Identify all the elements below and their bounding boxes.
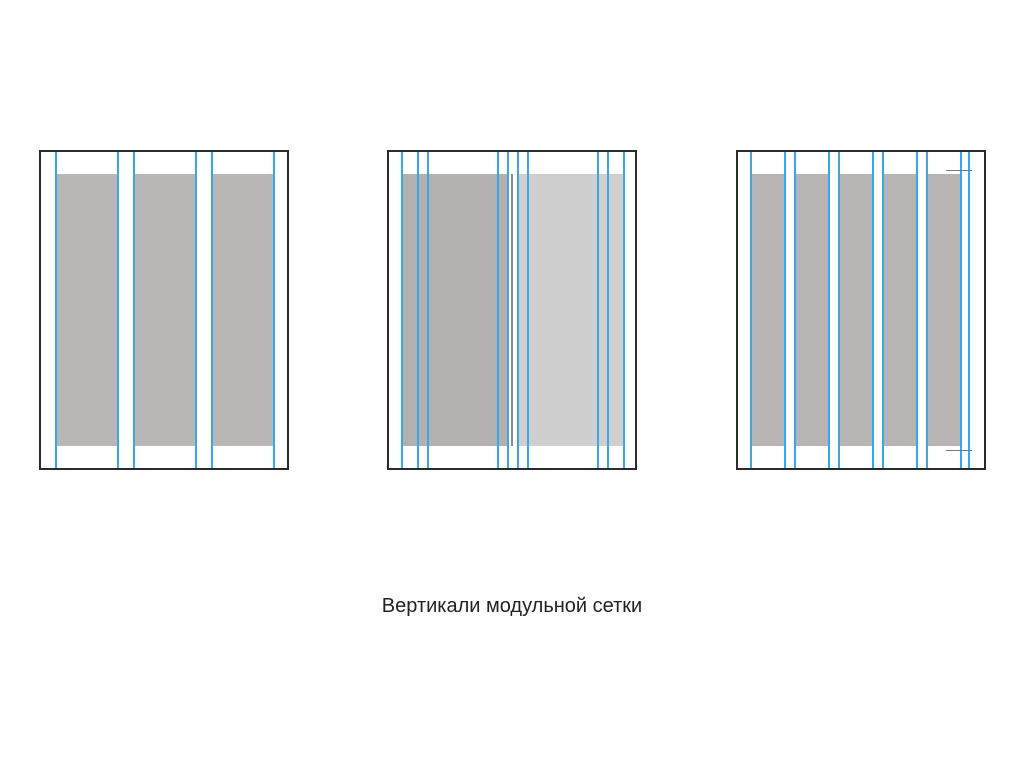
spine-line [511, 174, 513, 446]
vertical-guide [872, 150, 874, 470]
vertical-guide [623, 150, 625, 470]
panels-row [0, 150, 1024, 470]
grid-column [926, 174, 960, 446]
vertical-guide [926, 150, 928, 470]
vertical-guide [828, 150, 830, 470]
grid-column [55, 174, 117, 446]
vertical-guide [968, 150, 970, 470]
vertical-guide [750, 150, 752, 470]
diagram-canvas: Вертикали модульной сетки [0, 0, 1024, 767]
vertical-guide [195, 150, 197, 470]
vertical-guide [838, 150, 840, 470]
vertical-guide [427, 150, 429, 470]
vertical-guide [401, 150, 403, 470]
tick-mark [946, 450, 972, 451]
grid-column [133, 174, 195, 446]
vertical-guide [55, 150, 57, 470]
grid-column [794, 174, 828, 446]
vertical-guide [794, 150, 796, 470]
vertical-guide [211, 150, 213, 470]
vertical-guide [507, 150, 509, 470]
vertical-guide [497, 150, 499, 470]
panel-3col [39, 150, 289, 470]
vertical-guide [517, 150, 519, 470]
vertical-guide [133, 150, 135, 470]
grid-column [882, 174, 916, 446]
vertical-guide [417, 150, 419, 470]
caption-text: Вертикали модульной сетки [0, 595, 1024, 618]
grid-column [750, 174, 784, 446]
grid-column [838, 174, 872, 446]
vertical-guide [273, 150, 275, 470]
vertical-guide [607, 150, 609, 470]
vertical-guide [527, 150, 529, 470]
vertical-guide [882, 150, 884, 470]
panel-5col [736, 150, 986, 470]
vertical-guide [960, 150, 962, 470]
vertical-guide [916, 150, 918, 470]
grid-column [211, 174, 273, 446]
tick-mark [946, 170, 972, 171]
vertical-guide [597, 150, 599, 470]
panel-2col-spine [387, 150, 637, 470]
vertical-guide [117, 150, 119, 470]
vertical-guide [784, 150, 786, 470]
